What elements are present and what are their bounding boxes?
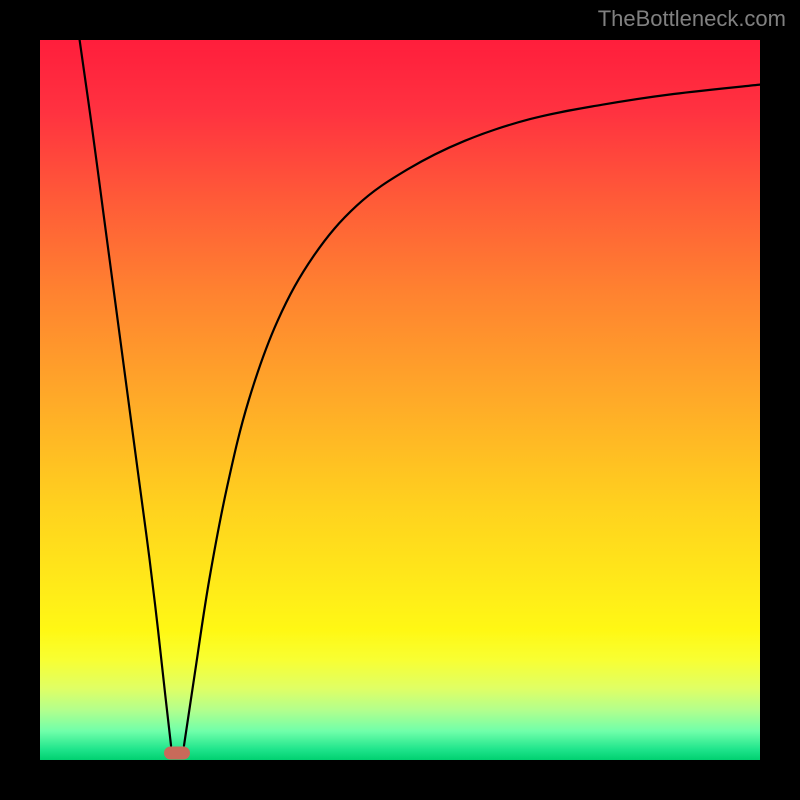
curve-right-branch <box>184 85 760 746</box>
curve-left-branch <box>80 40 171 746</box>
curve-layer <box>40 40 760 760</box>
plot-area <box>40 40 760 760</box>
watermark-text: TheBottleneck.com <box>598 6 786 32</box>
chart-frame: TheBottleneck.com <box>0 0 800 800</box>
min-marker <box>164 746 190 759</box>
